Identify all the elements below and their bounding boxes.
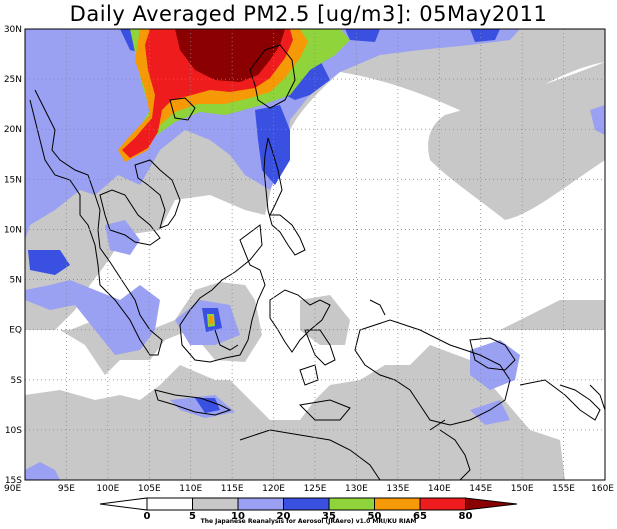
lon-label: 110E [179,484,202,494]
colorbar: 0 5 10 20 35 50 65 80 [99,497,518,522]
lat-label: 10S [5,426,22,436]
colorbar-segment [146,497,193,511]
colorbar-high-arrow [465,497,518,511]
lon-label: 120E [262,484,285,494]
lat-label: 15N [4,175,22,185]
colorbar-segment [328,497,375,511]
longitude-labels: 90E 95E 100E 105E 110E 115E 120E 125E 130E 135E 14… [4,484,614,494]
shading-gt80 [175,29,285,82]
colorbar-level-label: 80 [459,511,473,522]
lat-label: 20N [4,125,22,135]
latitude-labels: 30N 25N 20N 15N 10N 5N EQ 5S 10S 15S [4,25,22,486]
colorbar-level-label: 50 [368,511,382,522]
lon-label: 155E [552,484,575,494]
lon-label: 105E [138,484,161,494]
lat-label: 10N [4,225,22,235]
colorbar-level-label: 65 [413,511,427,522]
colorbar-level-label: 10 [231,511,245,522]
lon-label: 125E [304,484,327,494]
lon-label: 100E [96,484,119,494]
lat-label: 25N [4,75,22,85]
map-title: Daily Averaged PM2.5 [ug/m3]: 05May2011 [69,2,548,26]
lat-label: 15S [5,476,22,486]
lon-label: 140E [428,484,451,494]
colorbar-segment [283,497,330,511]
lon-label: 135E [386,484,409,494]
lon-label: 150E [511,484,534,494]
map-gridlines [25,29,605,480]
lat-label: 5N [10,276,22,286]
colorbar-segment [237,497,284,511]
lat-label: 30N [4,25,22,35]
lon-label: 130E [345,484,368,494]
lon-label: 90E [4,484,21,494]
colorbar-low-arrow [99,497,148,511]
credit-text: The Japanese Reanalysis for Aerosol (JRA… [200,518,417,525]
lon-label: 95E [58,484,75,494]
colorbar-segment [419,497,466,511]
plot-frame [24,28,606,481]
colorbar-level-label: 5 [189,511,196,522]
colorbar-segment [374,497,421,511]
lon-label: 145E [469,484,492,494]
colorbar-level-label: 0 [144,511,151,522]
lon-label: 160E [591,484,614,494]
pm25-shading [25,29,605,480]
colorbar-level-label: 35 [322,511,336,522]
colorbar-segment [192,497,239,511]
colorbar-level-label: 20 [277,511,291,522]
lat-label: 5S [11,376,23,386]
lon-label: 115E [221,484,244,494]
lat-label: EQ [9,326,22,336]
